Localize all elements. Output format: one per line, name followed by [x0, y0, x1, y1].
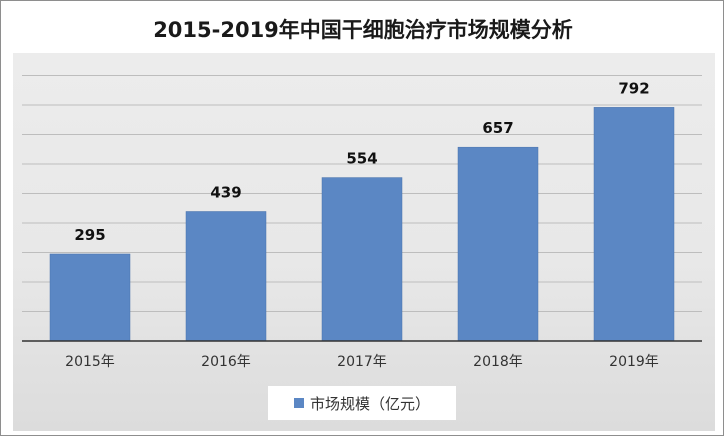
x-tick-label-2016年: 2016年 — [201, 354, 251, 370]
data-label-2016年: 439 — [210, 183, 241, 201]
data-label-2019年: 792 — [618, 79, 649, 97]
legend-label: 市场规模（亿元） — [309, 394, 430, 413]
bar-2019年 — [593, 107, 675, 342]
bar-2016年 — [185, 211, 267, 342]
bars — [49, 107, 675, 342]
chart-title: 2015-2019年中国干细胞治疗市场规模分析 — [153, 18, 573, 42]
data-labels: 295 439 554 657 792 — [74, 79, 649, 244]
x-tick-label-2018年: 2018年 — [473, 354, 523, 370]
x-tick-label-2015年: 2015年 — [65, 354, 115, 370]
data-label-2018年: 657 — [482, 119, 513, 137]
x-tick-label-2017年: 2017年 — [337, 354, 387, 370]
bar-2017年 — [321, 177, 403, 342]
x-tick-label-2019年: 2019年 — [609, 354, 659, 370]
data-label-2015年: 295 — [74, 226, 105, 244]
bar-2018年 — [457, 146, 539, 342]
bar-2015年 — [49, 253, 131, 342]
legend-swatch — [293, 398, 304, 408]
legend: 市场规模（亿元） — [268, 386, 456, 420]
x-tick-labels: 2015年 2016年 2017年 2018年 2019年 — [65, 354, 659, 370]
data-label-2017年: 554 — [346, 150, 377, 168]
